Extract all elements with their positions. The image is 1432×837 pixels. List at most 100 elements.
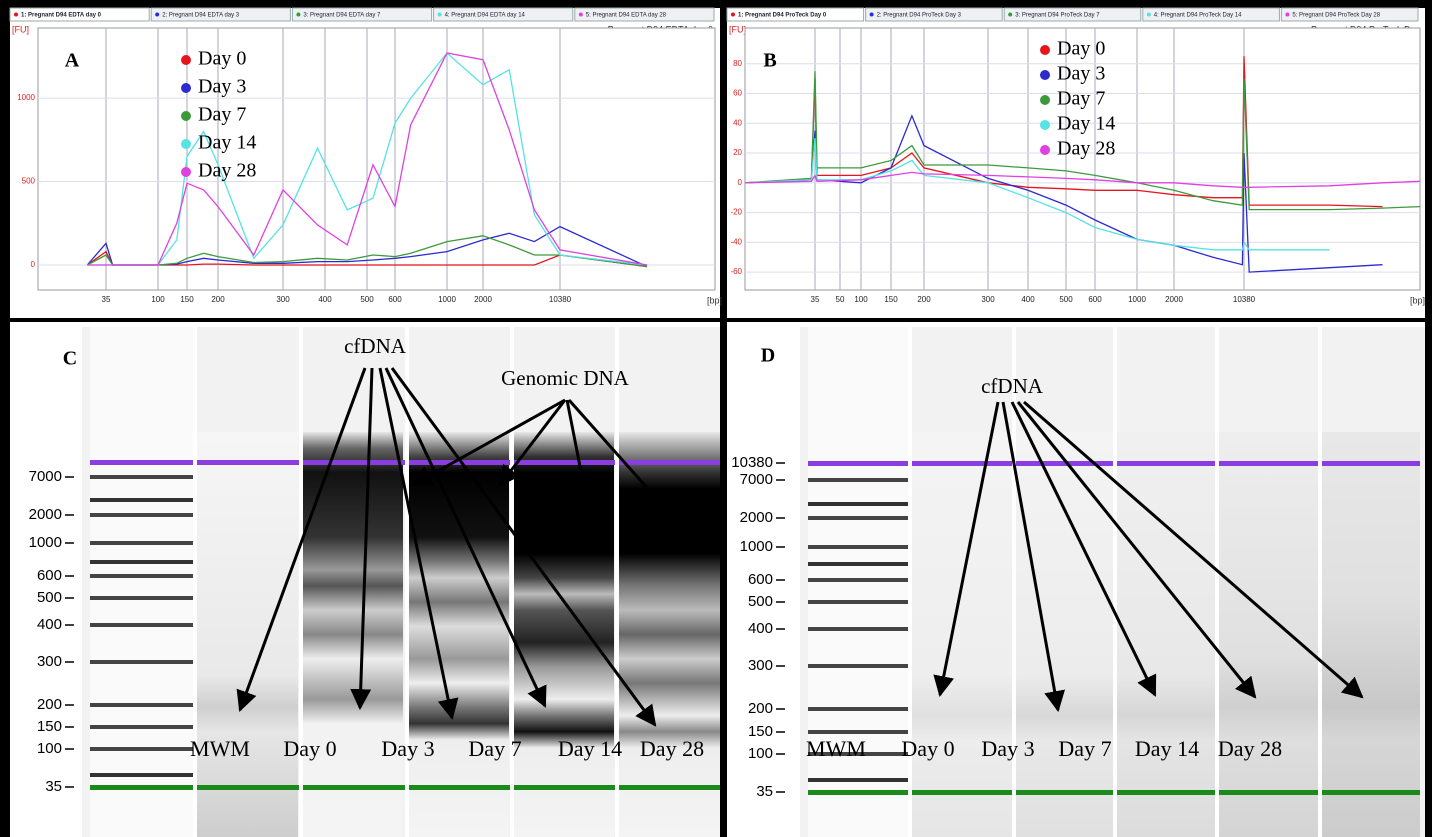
gel-lane (1219, 432, 1318, 837)
y-tick-label: 80 (733, 59, 742, 68)
ladder-band (808, 545, 908, 549)
legend-marker (1040, 95, 1050, 105)
ladder-band (90, 498, 193, 502)
x-tick-label: 35 (102, 295, 111, 304)
annotation: cfDNA (344, 334, 407, 358)
y-tick-label: 400 (748, 620, 773, 637)
gel-lane (1322, 432, 1420, 837)
x-axis-label: [bp] (1410, 295, 1425, 305)
x-tick-label: 600 (1088, 295, 1102, 304)
lane-label: Day 7 (1058, 736, 1111, 761)
y-tick-label: 300 (748, 657, 773, 674)
x-tick-label: 35 (811, 295, 820, 304)
lane-label: MWM (190, 736, 250, 761)
panel-letter: C (63, 348, 77, 370)
ladder-band (90, 541, 193, 545)
gel-lane (197, 432, 298, 837)
legend-marker (181, 83, 191, 93)
ladder-band (808, 707, 908, 711)
legend-marker (1040, 120, 1050, 130)
legend-label: Day 28 (1057, 138, 1115, 160)
ladder-band (808, 730, 908, 734)
ladder-band (90, 703, 193, 707)
y-axis-label: [FU] (729, 24, 746, 34)
y-tick-label: 2000 (740, 509, 773, 526)
x-tick-label: 600 (388, 295, 402, 304)
lane-label: MWM (806, 736, 866, 761)
legend-label: Day 7 (198, 104, 246, 126)
annotation: cfDNA (981, 374, 1044, 398)
ladder-band (808, 502, 908, 506)
gel-lane (619, 432, 720, 837)
annotation: Genomic DNA (501, 366, 630, 390)
tab-dot (296, 13, 300, 17)
lane-label: Day 28 (640, 736, 704, 761)
y-tick-label: 35 (756, 783, 773, 800)
y-tick-label: 600 (748, 571, 773, 588)
tab-label: 5: Pregnant D94 EDTA day 28 (586, 13, 667, 19)
y-tick-label: 20 (733, 148, 742, 157)
tab-label: 3: Pregnant D94 EDTA day 7 (303, 13, 381, 19)
x-tick-label: 400 (318, 295, 332, 304)
y-tick-label: 100 (748, 745, 773, 762)
tab-dot (14, 13, 18, 17)
ladder-band (808, 478, 908, 482)
lane-label: Day 0 (901, 736, 954, 761)
y-tick-label: 60 (733, 89, 742, 98)
y-tick-label: 40 (733, 118, 742, 127)
ladder-band (90, 513, 193, 517)
ladder-band (90, 660, 193, 664)
x-tick-label: 150 (884, 295, 898, 304)
y-tick-label: 500 (37, 589, 62, 606)
y-tick-label: 1000 (29, 534, 62, 551)
x-tick-label: 300 (276, 295, 290, 304)
gel-lane (1117, 432, 1215, 837)
ladder-band (90, 747, 193, 751)
legend-label: Day 0 (198, 48, 246, 70)
legend-label: Day 3 (198, 76, 246, 98)
y-tick-label: -40 (730, 237, 742, 246)
lane-label: Day 14 (1135, 736, 1199, 761)
tab-label: 3: Pregnant D94 ProTeck Day 7 (1015, 13, 1100, 19)
gel-lane (912, 432, 1012, 837)
ladder-band (90, 596, 193, 600)
gel-lane (514, 432, 614, 837)
y-tick-label: 600 (37, 567, 62, 584)
x-tick-label: 300 (981, 295, 995, 304)
ladder-lane (90, 327, 193, 837)
panel-letter: A (65, 50, 80, 72)
x-tick-label: 500 (1059, 295, 1073, 304)
legend-label: Day 14 (198, 132, 256, 154)
x-tick-label: 500 (360, 295, 374, 304)
lane-label: Day 28 (1218, 736, 1282, 761)
tab-dot (438, 13, 442, 17)
lane-label: Day 7 (468, 736, 521, 761)
lane-separator (1113, 327, 1117, 837)
lane-label: Day 3 (981, 736, 1034, 761)
tab-dot (1147, 13, 1151, 17)
tab-label: 4: Pregnant D94 ProTeck Day 14 (1154, 13, 1242, 19)
y-tick-label: 150 (748, 723, 773, 740)
x-tick-label: 100 (854, 295, 868, 304)
ladder-band (90, 773, 193, 777)
tab-dot (870, 13, 874, 17)
ladder-band (808, 562, 908, 566)
ladder-band (808, 516, 908, 520)
x-tick-label: 10380 (1233, 295, 1256, 304)
legend-marker (181, 55, 191, 65)
y-tick-label: 400 (37, 616, 62, 633)
x-tick-label: 1000 (438, 295, 456, 304)
tab-dot (731, 13, 735, 17)
legend-marker (1040, 145, 1050, 155)
x-axis-label: [bp] (707, 295, 722, 305)
legend-label: Day 3 (1057, 63, 1105, 85)
y-tick-label: 35 (45, 778, 62, 795)
tab-label: 1: Pregnant D94 EDTA day 0 (21, 13, 102, 19)
x-tick-label: 1000 (1128, 295, 1146, 304)
x-tick-label: 50 (836, 295, 845, 304)
lane-label: Day 14 (558, 736, 622, 761)
legend-label: Day 0 (1057, 38, 1105, 60)
y-tick-label: 0 (738, 178, 743, 187)
tab-label: 4: Pregnant D94 EDTA day 14 (445, 13, 526, 19)
ladder-band (90, 574, 193, 578)
